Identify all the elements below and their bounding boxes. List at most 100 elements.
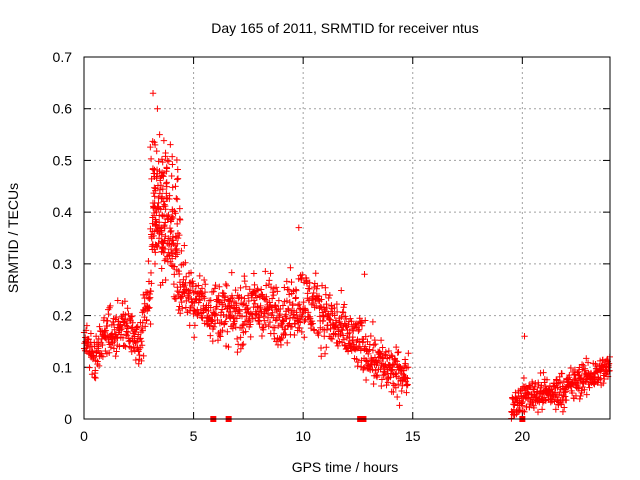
data-point — [161, 257, 168, 264]
data-point — [247, 333, 254, 341]
data-point — [256, 314, 263, 321]
data-point — [177, 310, 184, 317]
data-point — [519, 407, 527, 415]
data-point — [250, 270, 258, 277]
data-point — [147, 320, 154, 328]
data-point — [370, 380, 377, 388]
data-point — [101, 333, 108, 340]
data-point — [314, 297, 322, 304]
data-point — [114, 297, 121, 304]
data-point — [578, 389, 585, 397]
data-point — [142, 323, 149, 330]
data-point — [369, 347, 377, 354]
data-point — [578, 366, 586, 373]
data-point — [288, 278, 295, 286]
data-point — [374, 371, 381, 379]
data-point — [564, 375, 571, 382]
data-point — [95, 343, 102, 350]
data-point — [94, 358, 101, 365]
data-point — [210, 323, 218, 331]
data-point — [348, 318, 355, 325]
data-point — [211, 312, 218, 319]
data-point — [148, 233, 155, 240]
data-point — [247, 321, 254, 328]
data-point — [297, 319, 304, 326]
data-point — [199, 290, 206, 297]
data-point — [313, 285, 320, 292]
data-point — [245, 317, 252, 324]
data-point — [205, 307, 212, 315]
data-point — [284, 305, 292, 312]
data-point — [110, 321, 118, 329]
data-point — [195, 282, 202, 289]
data-point — [167, 141, 174, 148]
data-point — [583, 391, 590, 398]
y-tick-label: 0.6 — [53, 101, 73, 117]
data-point — [271, 324, 278, 332]
data-point — [180, 276, 187, 283]
data-point — [214, 337, 222, 344]
data-point — [342, 322, 349, 329]
data-point — [301, 317, 308, 325]
data-point — [202, 281, 209, 288]
data-point — [234, 348, 241, 356]
data-point — [106, 349, 113, 356]
data-point — [581, 386, 588, 393]
data-point — [323, 344, 330, 351]
grid — [84, 57, 610, 419]
data-point — [340, 304, 347, 311]
data-point — [100, 314, 108, 322]
data-point — [269, 289, 277, 296]
data-point — [256, 320, 263, 328]
data-point — [405, 350, 412, 357]
data-point — [300, 298, 307, 306]
data-point — [293, 311, 300, 319]
data-point — [134, 323, 141, 330]
data-point — [207, 332, 214, 339]
data-point — [168, 255, 176, 262]
data-point — [235, 295, 242, 302]
data-point — [224, 302, 232, 310]
data-point — [561, 404, 568, 411]
data-point — [155, 240, 162, 247]
data-point — [404, 381, 411, 388]
data-point — [176, 231, 183, 239]
data-point — [334, 342, 342, 350]
data-point — [563, 396, 570, 404]
data-point — [558, 370, 566, 377]
data-point — [320, 313, 328, 321]
data-point — [182, 273, 190, 280]
data-point — [185, 290, 193, 298]
data-point — [169, 233, 177, 240]
data-point — [353, 355, 360, 363]
data-point — [354, 336, 361, 343]
data-point — [145, 257, 152, 265]
data-point — [291, 320, 299, 328]
y-tick-label: 0.5 — [53, 152, 73, 168]
data-point — [118, 326, 125, 333]
data-point — [372, 367, 379, 374]
data-point — [151, 184, 158, 191]
data-point — [162, 233, 169, 240]
data-point — [173, 195, 180, 202]
data-point — [105, 310, 112, 318]
data-point — [521, 408, 528, 416]
data-point — [108, 330, 116, 337]
data-point — [152, 222, 160, 229]
data-point — [586, 384, 593, 391]
data-point — [274, 288, 281, 295]
data-point — [159, 238, 167, 245]
data-point — [191, 322, 199, 329]
data-point — [165, 241, 173, 249]
data-point — [317, 344, 325, 352]
data-point — [345, 321, 352, 328]
data-point — [163, 180, 170, 187]
data-point — [146, 304, 153, 311]
data-point — [277, 305, 284, 313]
data-point — [155, 158, 162, 165]
data-point — [396, 402, 403, 409]
y-tick-label: 0.3 — [53, 256, 73, 272]
data-point — [138, 357, 145, 365]
data-point — [299, 271, 306, 278]
data-point — [118, 324, 126, 332]
